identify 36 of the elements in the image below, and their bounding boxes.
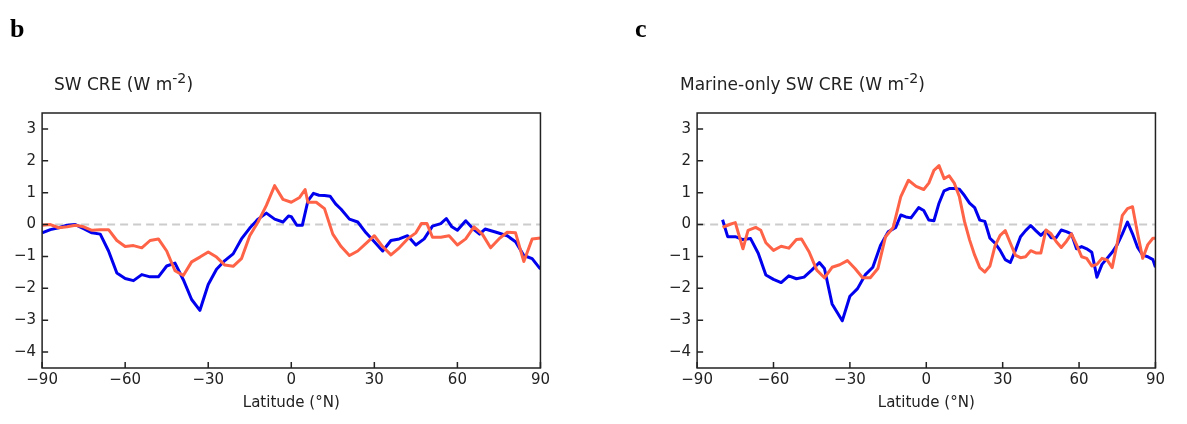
x-tick-label: 0 bbox=[921, 369, 932, 388]
chart-title: Marine-only SW CRE (W m$^{-2}$) bbox=[680, 70, 925, 94]
x-tick-label: 0 bbox=[286, 369, 297, 388]
x-axis-title: Latitude (°N) bbox=[242, 392, 340, 411]
x-tick-label: −60 bbox=[757, 369, 790, 388]
y-tick-label: −1 bbox=[668, 246, 692, 265]
x-tick-label: 60 bbox=[1069, 369, 1089, 388]
y-tick-label: −4 bbox=[13, 341, 37, 360]
x-tick-label: −30 bbox=[192, 369, 225, 388]
y-tick-label: 3 bbox=[681, 118, 692, 137]
y-tick-label: −3 bbox=[13, 310, 37, 329]
y-tick-label: 3 bbox=[26, 118, 37, 137]
y-tick-label: −1 bbox=[13, 246, 37, 265]
x-axis-title: Latitude (°N) bbox=[877, 392, 975, 411]
y-tick-label: 1 bbox=[26, 182, 37, 201]
y-tick-label: 0 bbox=[681, 214, 692, 233]
x-tick-label: 30 bbox=[364, 369, 384, 388]
chart-title: SW CRE (W m$^{-2}$) bbox=[54, 70, 194, 94]
x-tick-label: 90 bbox=[1145, 369, 1165, 388]
x-tick-label: 30 bbox=[993, 369, 1013, 388]
x-tick-label: −90 bbox=[26, 369, 58, 388]
y-tick-label: −4 bbox=[668, 341, 692, 360]
y-tick-label: −3 bbox=[668, 310, 692, 329]
y-tick-label: 2 bbox=[681, 150, 692, 169]
y-tick-label: −2 bbox=[668, 278, 692, 297]
x-tick-label: −60 bbox=[109, 369, 141, 388]
y-tick-label: 0 bbox=[26, 214, 37, 233]
text: c bbox=[635, 14, 647, 44]
x-tick-label: 60 bbox=[447, 369, 467, 388]
x-tick-label: −90 bbox=[681, 369, 713, 388]
text: b bbox=[10, 14, 25, 44]
y-tick-label: 2 bbox=[26, 150, 37, 169]
y-tick-label: −2 bbox=[13, 278, 37, 297]
x-tick-label: −30 bbox=[834, 369, 866, 388]
y-tick-label: 1 bbox=[681, 182, 692, 201]
x-tick-label: 90 bbox=[530, 369, 550, 388]
